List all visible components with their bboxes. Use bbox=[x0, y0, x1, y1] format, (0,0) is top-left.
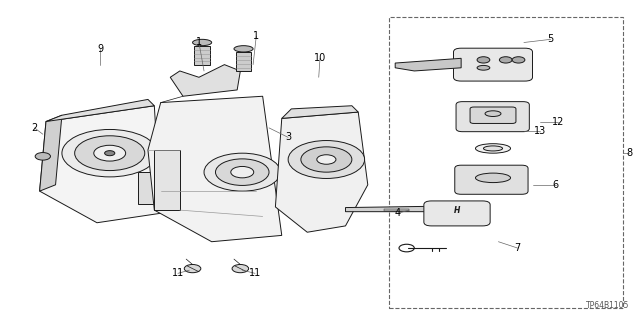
Circle shape bbox=[512, 57, 525, 63]
Ellipse shape bbox=[483, 146, 502, 151]
Text: H: H bbox=[454, 206, 460, 215]
Circle shape bbox=[35, 152, 51, 160]
Circle shape bbox=[301, 147, 352, 172]
Polygon shape bbox=[40, 106, 161, 223]
Polygon shape bbox=[138, 172, 161, 204]
Text: 10: 10 bbox=[314, 53, 326, 63]
Ellipse shape bbox=[193, 39, 212, 46]
Circle shape bbox=[216, 159, 269, 185]
Circle shape bbox=[104, 151, 115, 156]
Circle shape bbox=[75, 136, 145, 171]
Bar bbox=[195, 46, 210, 65]
Polygon shape bbox=[148, 96, 282, 242]
Polygon shape bbox=[282, 106, 358, 118]
Ellipse shape bbox=[476, 144, 511, 153]
Polygon shape bbox=[154, 150, 180, 210]
Circle shape bbox=[62, 130, 157, 177]
Text: 1: 1 bbox=[253, 31, 259, 41]
Text: 1: 1 bbox=[196, 38, 202, 48]
Circle shape bbox=[288, 141, 365, 178]
Text: 3: 3 bbox=[285, 132, 291, 142]
Ellipse shape bbox=[476, 173, 511, 182]
Polygon shape bbox=[40, 115, 62, 191]
Text: 6: 6 bbox=[553, 180, 559, 190]
Text: 13: 13 bbox=[534, 126, 546, 136]
FancyBboxPatch shape bbox=[455, 165, 528, 194]
Circle shape bbox=[94, 145, 125, 161]
Polygon shape bbox=[346, 206, 431, 212]
Bar bbox=[236, 52, 251, 71]
Bar bbox=[389, 17, 623, 308]
Text: 9: 9 bbox=[97, 44, 103, 54]
Text: 11: 11 bbox=[172, 268, 184, 278]
Text: 5: 5 bbox=[548, 34, 554, 44]
Text: 2: 2 bbox=[31, 123, 38, 133]
Ellipse shape bbox=[485, 111, 501, 116]
Polygon shape bbox=[46, 100, 154, 122]
Text: 7: 7 bbox=[515, 243, 521, 253]
Ellipse shape bbox=[477, 65, 490, 70]
Text: 11: 11 bbox=[249, 268, 261, 278]
Circle shape bbox=[184, 264, 201, 273]
FancyBboxPatch shape bbox=[424, 201, 490, 226]
Circle shape bbox=[317, 155, 336, 164]
Polygon shape bbox=[395, 58, 461, 71]
FancyBboxPatch shape bbox=[456, 102, 529, 132]
Text: 12: 12 bbox=[552, 116, 564, 127]
Text: 4: 4 bbox=[395, 208, 401, 218]
Bar bbox=[384, 209, 409, 211]
Text: TP64B1105: TP64B1105 bbox=[586, 301, 629, 310]
Polygon shape bbox=[275, 112, 368, 232]
Circle shape bbox=[499, 57, 512, 63]
Text: 8: 8 bbox=[626, 148, 632, 158]
Circle shape bbox=[477, 57, 490, 63]
FancyBboxPatch shape bbox=[470, 107, 516, 123]
Ellipse shape bbox=[234, 46, 253, 52]
Circle shape bbox=[204, 153, 280, 191]
Circle shape bbox=[232, 264, 248, 273]
FancyBboxPatch shape bbox=[454, 48, 532, 81]
Polygon shape bbox=[170, 65, 241, 96]
Circle shape bbox=[231, 167, 253, 178]
